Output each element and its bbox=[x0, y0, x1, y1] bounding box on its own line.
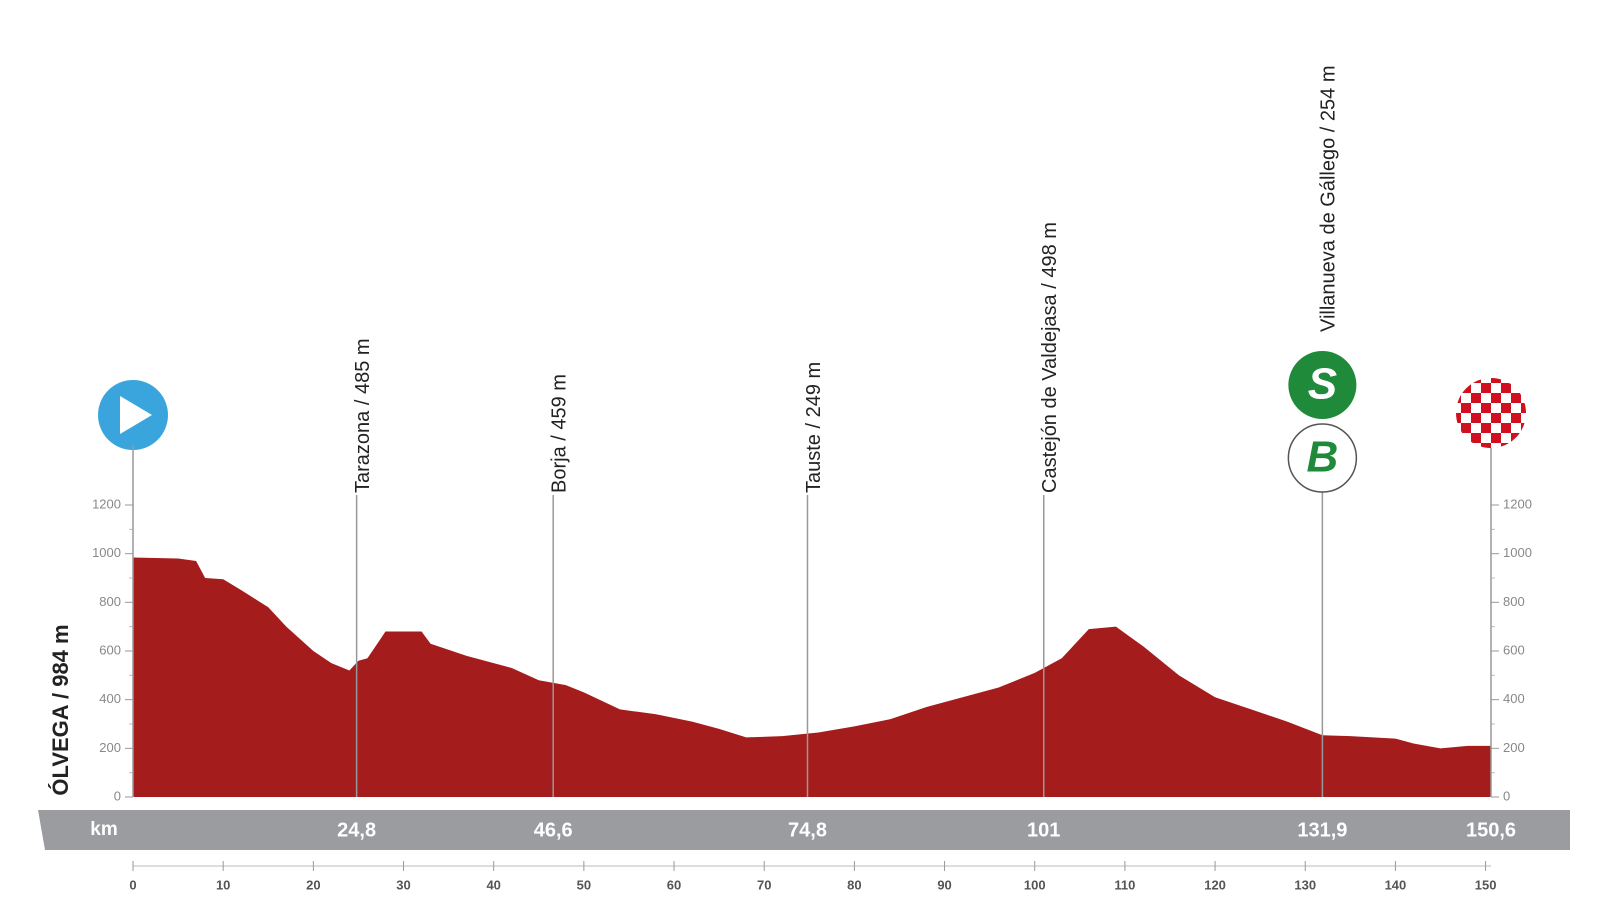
sprint-icon bbox=[1288, 351, 1357, 419]
elevation-profile bbox=[133, 557, 1491, 797]
finish-square bbox=[1456, 413, 1461, 423]
y-tick-label: 200 bbox=[99, 740, 121, 755]
finish-square bbox=[1481, 403, 1491, 413]
start-arrow bbox=[120, 396, 152, 434]
y-tick-label: 0 bbox=[114, 788, 121, 803]
finish-square bbox=[1456, 378, 1461, 383]
x-tick-label: 100 bbox=[1024, 877, 1046, 892]
y-tick-label: 800 bbox=[99, 594, 121, 609]
finish-square bbox=[1511, 413, 1521, 423]
finish-square bbox=[1511, 393, 1521, 403]
km-bar bbox=[38, 810, 1570, 850]
finish-square bbox=[1461, 403, 1471, 413]
finish-square bbox=[1511, 378, 1521, 383]
sprint-letter: S bbox=[1308, 360, 1337, 409]
x-tick-label: 150 bbox=[1475, 877, 1497, 892]
finish-square bbox=[1511, 433, 1521, 443]
y-tick-label: 600 bbox=[99, 642, 121, 657]
finish-square bbox=[1481, 383, 1491, 393]
finish-square bbox=[1481, 423, 1491, 433]
x-tick-label: 50 bbox=[577, 877, 591, 892]
finish-square bbox=[1491, 378, 1501, 383]
y-tick-label: 800 bbox=[1503, 594, 1525, 609]
finish-icon bbox=[1456, 378, 1526, 448]
bonus-icon bbox=[1287, 423, 1358, 493]
x-tick-label: 70 bbox=[757, 877, 771, 892]
y-tick-label: 400 bbox=[1503, 691, 1525, 706]
x-tick-label: 90 bbox=[937, 877, 951, 892]
finish-square bbox=[1501, 423, 1511, 433]
km-unit: km bbox=[90, 819, 117, 840]
marker-km: 131,9 bbox=[1297, 819, 1347, 841]
x-tick-label: 30 bbox=[396, 877, 410, 892]
x-tick-label: 80 bbox=[847, 877, 861, 892]
finish-square bbox=[1471, 433, 1481, 443]
marker-name: Borja / 459 m bbox=[548, 374, 570, 493]
icons bbox=[98, 380, 168, 450]
x-tick-label: 120 bbox=[1204, 877, 1226, 892]
marker-name: Villanueva de Gállego / 254 m bbox=[1318, 66, 1340, 332]
finish-square bbox=[1501, 403, 1511, 413]
finish-square bbox=[1461, 443, 1471, 448]
y-tick-label: 1200 bbox=[1503, 496, 1532, 511]
finish-square bbox=[1471, 393, 1481, 403]
marker-name: Tarazona / 485 m bbox=[352, 338, 374, 493]
y-tick-label: 1000 bbox=[92, 545, 121, 560]
marker-km: 150,6 bbox=[1466, 819, 1516, 841]
y-tick-label: 400 bbox=[99, 691, 121, 706]
y-tick-label: 600 bbox=[1503, 642, 1525, 657]
finish-square bbox=[1501, 383, 1511, 393]
x-tick-label: 140 bbox=[1385, 877, 1407, 892]
y-tick-label: 1000 bbox=[1503, 545, 1532, 560]
x-tick-label: 20 bbox=[306, 877, 320, 892]
y-tick-label: 200 bbox=[1503, 740, 1525, 755]
finish-square bbox=[1481, 443, 1491, 448]
marker-name: Castejón de Valdejasa / 498 m bbox=[1039, 222, 1061, 493]
bonus-letter: B bbox=[1306, 433, 1338, 482]
finish-square bbox=[1471, 413, 1481, 423]
y-tick-label: 0 bbox=[1503, 788, 1510, 803]
x-tick-label: 10 bbox=[216, 877, 230, 892]
finish-square bbox=[1461, 423, 1471, 433]
marker-name: Tauste / 249 m bbox=[803, 362, 825, 493]
y-tick-label: 1200 bbox=[92, 496, 121, 511]
x-tick-label: 60 bbox=[667, 877, 681, 892]
x-tick-label: 0 bbox=[129, 877, 136, 892]
marker-km: 46,6 bbox=[534, 819, 573, 841]
finish-square bbox=[1456, 393, 1461, 403]
finish-square bbox=[1521, 423, 1526, 433]
x-tick-label: 40 bbox=[486, 877, 500, 892]
x-tick-label: 110 bbox=[1114, 877, 1135, 892]
finish-square bbox=[1491, 413, 1501, 423]
finish-square bbox=[1521, 403, 1526, 413]
marker-km: 74,8 bbox=[788, 819, 827, 841]
finish-square bbox=[1521, 443, 1526, 448]
finish-square bbox=[1471, 378, 1481, 383]
finish-square bbox=[1491, 433, 1501, 443]
finish-square bbox=[1501, 443, 1511, 448]
finish-square bbox=[1521, 383, 1526, 393]
finish-square bbox=[1491, 393, 1501, 403]
start-label: ÓLVEGA / 984 m bbox=[48, 624, 73, 795]
finish-square bbox=[1456, 433, 1461, 443]
marker-km: 24,8 bbox=[337, 819, 376, 841]
finish-square bbox=[1461, 383, 1471, 393]
x-tick-label: 130 bbox=[1294, 877, 1316, 892]
marker-km: 101 bbox=[1027, 819, 1060, 841]
